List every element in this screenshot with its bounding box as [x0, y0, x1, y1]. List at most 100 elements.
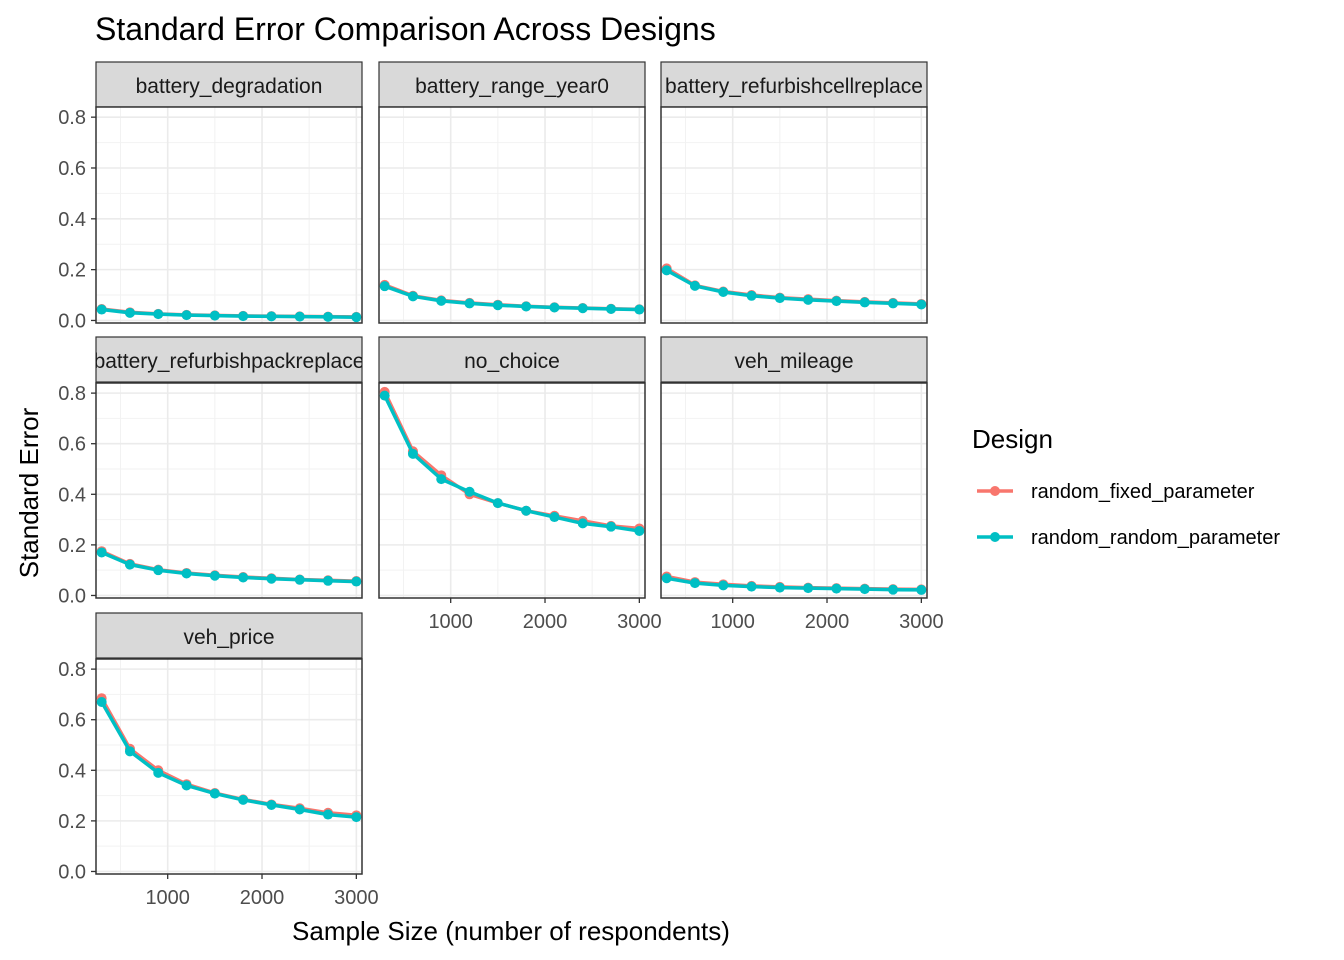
- y-axis-title: Standard Error: [14, 407, 44, 578]
- data-point-random-random-parameter: [492, 300, 503, 311]
- data-point-random-random-parameter: [436, 474, 447, 485]
- panel-background: [661, 383, 927, 598]
- facet-strip-label: battery_refurbishpackreplace: [94, 350, 365, 373]
- y-tick-label: 0.6: [58, 158, 86, 180]
- data-point-random-random-parameter: [859, 584, 870, 595]
- data-point-random-random-parameter: [464, 486, 475, 497]
- data-point-random-random-parameter: [549, 512, 560, 523]
- legend: Design random_fixed_parameter random_ran…: [972, 424, 1280, 549]
- data-point-random-random-parameter: [153, 767, 164, 778]
- y-tick-label: 0.6: [58, 434, 86, 456]
- data-point-random-random-parameter: [521, 301, 532, 312]
- y-tick-label: 0.2: [58, 811, 86, 833]
- data-point-random-random-parameter: [209, 788, 220, 799]
- series-line-random-random-parameter: [383, 394, 640, 533]
- data-point-random-random-parameter: [323, 809, 334, 820]
- legend-label: random_random_parameter: [1031, 527, 1280, 549]
- data-point-random-random-parameter: [153, 565, 164, 576]
- y-tick-label: 0.2: [58, 535, 86, 557]
- data-point-random-random-parameter: [379, 390, 390, 401]
- facet-strip-label: veh_price: [183, 626, 274, 649]
- facet-strip: [378, 61, 646, 108]
- data-point-random-random-parameter: [294, 804, 305, 815]
- legend-item-random-random-parameter: random_random_parameter: [977, 527, 1280, 549]
- data-point-random-random-parameter: [294, 574, 305, 585]
- data-point-random-random-parameter: [294, 311, 305, 322]
- series-line-random-random-parameter: [384, 284, 640, 312]
- panel-background: [379, 383, 645, 598]
- x-tick-label: 3000: [617, 611, 662, 633]
- y-tick-label: 0.4: [58, 484, 86, 506]
- data-point-random-random-parameter: [351, 812, 362, 823]
- data-point-random-random-parameter: [634, 525, 645, 536]
- data-point-random-random-parameter: [803, 294, 814, 305]
- legend-key-point: [990, 532, 1000, 542]
- data-point-random-random-parameter: [521, 505, 532, 516]
- data-point-random-random-parameter: [577, 303, 588, 314]
- facet-strip: [95, 61, 363, 108]
- series-line-random-random-parameter: [100, 701, 357, 819]
- y-tick-label: 0.2: [58, 260, 86, 282]
- series-line-random-random-parameter: [665, 268, 922, 307]
- data-point-random-random-parameter: [888, 298, 899, 309]
- data-point-random-random-parameter: [238, 572, 249, 583]
- panel-border: [378, 382, 646, 599]
- data-point-random-random-parameter: [689, 578, 700, 589]
- y-tick-label: 0.8: [58, 107, 86, 129]
- panel-background: [96, 107, 362, 323]
- series-line-random-random-parameter: [666, 576, 922, 592]
- facet-strip-label: battery_refurbishcellreplace: [665, 75, 923, 98]
- facet-strip-label: battery_degradation: [136, 75, 323, 98]
- y-tick-label: 0.4: [58, 209, 86, 231]
- data-point-random-random-parameter: [831, 296, 842, 307]
- data-point-random-random-parameter: [181, 310, 192, 321]
- data-point-random-random-parameter: [407, 448, 418, 459]
- x-tick-label: 1000: [428, 611, 473, 633]
- data-point-random-random-parameter: [96, 697, 107, 707]
- legend-label: random_fixed_parameter: [1031, 481, 1255, 503]
- y-tick-label: 0.0: [58, 310, 86, 332]
- data-point-random-random-parameter: [774, 582, 785, 593]
- series-line-random-random-parameter: [101, 307, 357, 319]
- facet-panel: battery_refurbishpackreplace 0.0 0.2 0.4 0.6…: [58, 336, 365, 607]
- data-point-random-random-parameter: [803, 583, 814, 594]
- data-point-random-random-parameter: [831, 583, 842, 594]
- data-point-random-random-parameter: [577, 518, 588, 529]
- data-point-random-random-parameter: [238, 794, 249, 805]
- data-point-random-random-parameter: [266, 311, 277, 322]
- facet-strip: [660, 61, 928, 108]
- facet-strip-label: no_choice: [464, 350, 560, 373]
- data-point-random-random-parameter: [181, 568, 192, 579]
- data-point-random-random-parameter: [181, 780, 192, 791]
- facet-panel: battery_refurbishcellreplace: [660, 61, 928, 324]
- data-point-random-random-parameter: [323, 575, 334, 586]
- data-point-random-random-parameter: [407, 291, 418, 302]
- y-tick-label: 0.8: [58, 659, 86, 681]
- data-point-random-random-parameter: [549, 302, 560, 313]
- panel-border: [95, 106, 363, 324]
- panel-background: [96, 659, 362, 874]
- data-point-random-random-parameter: [96, 547, 107, 558]
- facet-panel: no_choice 1000 2000 3000: [378, 336, 662, 633]
- y-tick-label: 0.6: [58, 710, 86, 732]
- x-tick-label: 3000: [899, 611, 944, 633]
- panel-border: [660, 382, 928, 599]
- facet-strip: [378, 336, 646, 383]
- data-point-random-random-parameter: [661, 573, 672, 584]
- facet-strip: [95, 612, 363, 659]
- data-point-random-random-parameter: [634, 304, 645, 315]
- panel-border: [95, 382, 363, 599]
- x-tick-label: 1000: [145, 887, 190, 909]
- data-point-random-random-parameter: [124, 746, 135, 757]
- data-point-random-random-parameter: [124, 307, 135, 318]
- facet-strip-label: veh_mileage: [734, 350, 853, 373]
- x-tick-label: 2000: [805, 611, 850, 633]
- data-point-random-random-parameter: [238, 311, 249, 322]
- data-point-random-random-parameter: [888, 584, 899, 595]
- y-tick-label: 0.0: [58, 861, 86, 883]
- data-point-random-random-parameter: [606, 304, 617, 315]
- data-point-random-random-parameter: [916, 299, 927, 310]
- data-point-random-random-parameter: [436, 295, 447, 306]
- panel-border: [660, 106, 928, 324]
- data-point-random-random-parameter: [718, 580, 729, 591]
